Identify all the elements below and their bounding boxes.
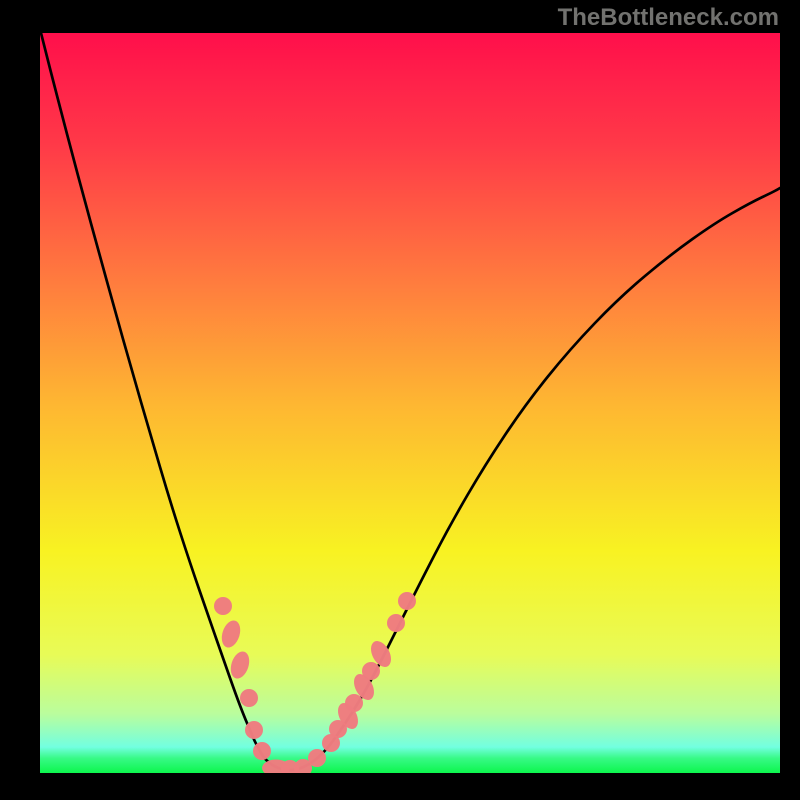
data-marker [345,694,363,712]
data-marker [308,749,326,767]
data-marker [253,742,271,760]
bottleneck-curve [41,33,780,770]
canvas: TheBottleneck.com [0,0,800,800]
watermark-text: TheBottleneck.com [558,4,779,32]
data-marker [228,649,253,681]
data-marker [245,721,263,739]
data-marker [387,614,405,632]
data-marker [214,597,232,615]
marker-group [214,592,416,773]
data-marker [398,592,416,610]
chart-svg [40,33,780,773]
plot-area [40,33,780,773]
data-marker [362,662,380,680]
data-marker [219,618,244,650]
data-marker [240,689,258,707]
